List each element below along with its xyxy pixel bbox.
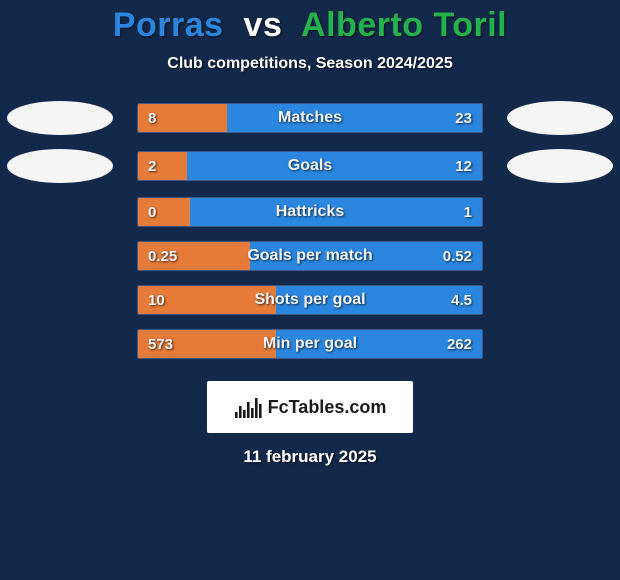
stat-bar-left: 2 [138,152,187,180]
stat-row: 823Matches [0,101,620,135]
logo-box: FcTables.com [207,381,413,433]
player2-avatar-placeholder [507,101,613,135]
stat-value-right: 1 [454,204,482,221]
stat-value-right: 4.5 [441,292,482,309]
stat-value-left: 10 [138,292,175,309]
stat-value-left: 2 [138,158,166,175]
stat-row: 212Goals [0,149,620,183]
stat-row: 104.5Shots per goal [0,285,620,315]
player1-avatar-placeholder [7,101,113,135]
stat-bar: 823Matches [137,103,483,133]
stat-bar-left: 573 [138,330,276,358]
player2-avatar-placeholder [507,149,613,183]
stat-bar: 573262Min per goal [137,329,483,359]
stat-row: 0.250.52Goals per match [0,241,620,271]
stat-value-left: 8 [138,110,166,127]
stat-value-right: 12 [445,158,482,175]
stat-bar-left: 0 [138,198,190,226]
title-vs: vs [244,6,283,44]
stat-bar: 104.5Shots per goal [137,285,483,315]
stat-value-right: 23 [445,110,482,127]
stat-bar: 212Goals [137,151,483,181]
stat-bar: 0.250.52Goals per match [137,241,483,271]
stat-bar-right: 12 [187,152,482,180]
bar-chart-icon [234,394,262,420]
stat-bar-left: 10 [138,286,276,314]
subtitle: Club competitions, Season 2024/2025 [0,55,620,73]
stat-bar-right: 0.52 [250,242,482,270]
logo-text: FcTables.com [268,397,387,418]
stats-container: 823Matches212Goals01Hattricks0.250.52Goa… [0,101,620,359]
stat-value-left: 573 [138,336,183,353]
player1-name: Porras [113,6,224,44]
date-label: 11 february 2025 [0,447,620,467]
stat-value-left: 0.25 [138,248,187,265]
stat-bar-left: 0.25 [138,242,250,270]
stat-value-right: 0.52 [433,248,482,265]
comparison-infographic: Porras vs Alberto Toril Club competition… [0,0,620,580]
stat-value-left: 0 [138,204,166,221]
stat-row: 573262Min per goal [0,329,620,359]
stat-bar: 01Hattricks [137,197,483,227]
stat-value-right: 262 [437,336,482,353]
stat-bar-right: 262 [276,330,482,358]
page-title: Porras vs Alberto Toril [0,0,620,45]
stat-bar-left: 8 [138,104,227,132]
stat-bar-right: 1 [190,198,482,226]
stat-bar-right: 4.5 [276,286,482,314]
stat-bar-right: 23 [227,104,482,132]
player1-avatar-placeholder [7,149,113,183]
player2-name: Alberto Toril [301,6,507,44]
stat-row: 01Hattricks [0,197,620,227]
